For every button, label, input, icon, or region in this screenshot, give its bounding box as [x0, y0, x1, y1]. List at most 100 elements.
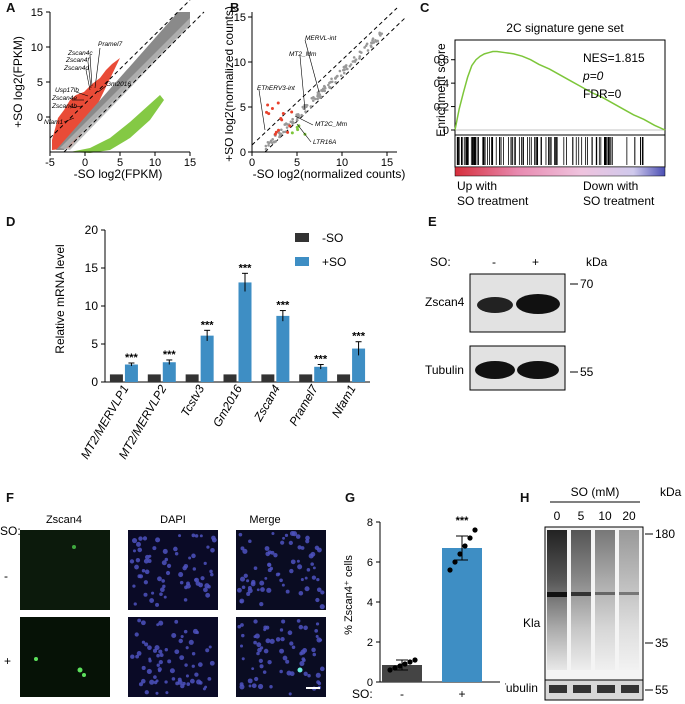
repeat-label: MT2C_Mm	[315, 121, 348, 128]
panel-f-microscopy: SO: Zscan4 DAPI Merge - +	[0, 514, 326, 697]
lane-label: 0	[554, 509, 561, 523]
panel-letter-d: D	[6, 214, 16, 229]
x-tick-label: 0	[82, 157, 88, 169]
legend-label: -SO	[322, 231, 343, 245]
gene-label: Zscan4f	[65, 57, 90, 64]
y-tick-label: 5	[37, 77, 43, 89]
row-label: Tubulin	[505, 681, 538, 695]
data-point	[452, 559, 458, 565]
data-point	[467, 535, 473, 541]
row-label: Kla	[523, 616, 541, 630]
repeat-label: LTR16A	[313, 139, 336, 146]
panel-letter-a: A	[6, 0, 16, 15]
so-label: SO:	[352, 687, 373, 701]
lane-label: 10	[598, 509, 612, 523]
bar-plus-so	[200, 335, 214, 382]
size-marker: 35	[655, 636, 669, 650]
data-point	[397, 663, 403, 669]
size-marker: 55	[655, 683, 669, 697]
bar	[442, 548, 482, 682]
significance-label: ***	[125, 352, 139, 364]
gene-label: Zscan4b	[51, 103, 77, 110]
tubulin-blot	[544, 679, 644, 701]
data-point	[447, 567, 453, 573]
y-axis-label: % Zscan4⁺ cells	[343, 555, 355, 635]
kda-label: kDa	[660, 485, 682, 499]
so-header: SO (mM)	[571, 485, 620, 499]
image-zscan4-control	[20, 530, 110, 610]
down-label-2: SO treatment	[583, 194, 655, 208]
x-axis-label: -SO log2(FPKM)	[74, 167, 163, 181]
panel-e-western: SO: - + kDa Zscan4 70 Tubulin 55	[425, 255, 608, 391]
panel-letter-g: G	[345, 490, 356, 505]
gene-label: Pramel7	[98, 41, 123, 48]
data-point	[457, 551, 463, 557]
bar-minus-so	[147, 374, 161, 382]
x-tick-label: 15	[381, 157, 393, 169]
lane-label: 5	[578, 509, 585, 523]
gene-label: Nfam1	[44, 119, 64, 126]
bar-minus-so	[337, 374, 351, 382]
panel-letter-f: F	[6, 490, 14, 505]
x-tick-label: 10	[149, 157, 161, 169]
legend-swatch	[295, 257, 309, 266]
x-tick-label: 5	[117, 157, 123, 169]
bar-plus-so	[162, 362, 176, 382]
y-tick-label: 0	[37, 112, 43, 124]
bar-minus-so	[223, 374, 237, 382]
bar-plus-so	[124, 364, 138, 382]
size-marker: 55	[580, 365, 594, 379]
up-label-1: Up with	[457, 179, 497, 193]
panel-b-scatter: MERVL-int MT2_Mm EThERV3-int MT2C_Mm LTR…	[225, 6, 405, 181]
panel-letter-c: C	[420, 0, 430, 15]
y-tick-label: 20	[85, 223, 99, 237]
category-label: Nfam1	[329, 383, 359, 421]
legend-label: +SO	[322, 255, 346, 269]
lane-label: -	[492, 255, 496, 269]
panel-letter-h: H	[520, 490, 530, 505]
bar-minus-so	[109, 374, 123, 382]
y-axis-label: Enrichment score	[434, 43, 448, 137]
image-dapi-so	[128, 617, 218, 697]
y-tick-label: 0	[91, 375, 98, 389]
data-point	[462, 543, 468, 549]
y-tick-label: 0	[240, 147, 246, 159]
x-tick-label: 0	[249, 157, 255, 169]
size-marker: 70	[580, 277, 594, 291]
kda-label: kDa	[586, 255, 608, 269]
group-label: +	[458, 687, 465, 701]
y-tick-label: 8	[367, 517, 373, 529]
y-tick-label: 2	[367, 637, 373, 649]
bar-plus-so	[314, 366, 328, 382]
gene-label: Gm2016	[106, 81, 131, 88]
column-header: Zscan4	[46, 514, 82, 526]
x-tick-label: 15	[184, 157, 196, 169]
y-axis-label: +SO log2(normalized counts)	[225, 6, 236, 162]
y-tick-label: 10	[31, 42, 43, 54]
column-header: DAPI	[160, 514, 186, 526]
repeat-label: MERVL-int	[305, 35, 338, 42]
x-tick-label: -5	[45, 157, 55, 169]
panel-g-bar-chart: 0 2 4 6 8 *** % Zscan4⁺ cells SO: - +	[343, 515, 500, 701]
y-tick-label: 0.6	[434, 55, 449, 67]
gene-label: Zscan4d	[63, 65, 89, 72]
gene-label: Zscan4c	[67, 50, 93, 57]
data-point	[392, 665, 398, 671]
y-tick-label: 0	[443, 125, 449, 137]
size-marker: 180	[655, 527, 675, 541]
category-label: Gm2016	[210, 382, 245, 429]
bar-minus-so	[185, 374, 199, 382]
data-point	[472, 527, 478, 533]
bar-minus-so	[261, 374, 275, 382]
down-label-1: Down with	[583, 179, 638, 193]
y-tick-label: 15	[234, 12, 246, 24]
x-tick-label: 10	[336, 157, 348, 169]
lane-label: +	[532, 255, 539, 269]
y-tick-label: 0	[367, 677, 373, 689]
enrichment-curve	[454, 50, 666, 131]
y-tick-label: 15	[31, 7, 43, 19]
data-point	[402, 661, 408, 667]
y-tick-label: 0.2	[434, 102, 449, 114]
y-tick-label: 4	[367, 597, 373, 609]
y-axis-label: +SO log2(FPKM)	[11, 36, 25, 128]
